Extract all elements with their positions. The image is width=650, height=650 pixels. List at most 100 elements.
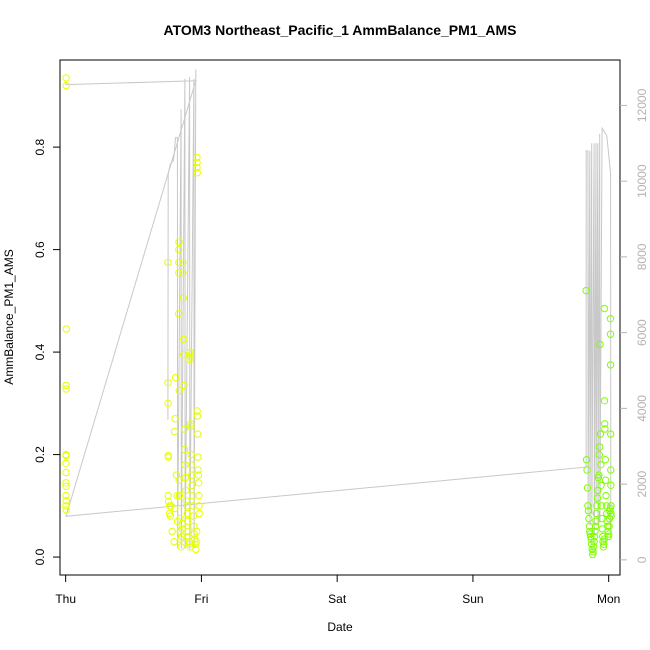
data-point xyxy=(193,169,202,177)
data-point xyxy=(595,450,603,459)
x-axis-label: Date xyxy=(327,620,353,634)
data-point xyxy=(601,425,609,433)
data-point xyxy=(62,479,70,487)
y2-tick-label: 0 xyxy=(635,556,649,563)
series-line-segment xyxy=(167,69,197,549)
data-point xyxy=(180,445,189,454)
data-point xyxy=(582,456,591,464)
data-point xyxy=(170,427,179,436)
data-point xyxy=(193,407,201,415)
data-point xyxy=(585,514,593,523)
data-point xyxy=(166,512,175,520)
data-point xyxy=(173,491,181,500)
data-point xyxy=(589,548,597,556)
data-point xyxy=(170,538,178,546)
data-point xyxy=(180,335,188,343)
data-point xyxy=(597,481,605,489)
data-point xyxy=(584,507,593,515)
data-point xyxy=(171,374,180,382)
data-point xyxy=(600,540,608,548)
data-point xyxy=(589,550,597,559)
y-axis-label: AmmBalance_PM1_AMS xyxy=(2,249,16,384)
data-point xyxy=(194,466,202,474)
data-point xyxy=(600,304,609,313)
y2-tick-label: 12000 xyxy=(635,88,649,122)
data-point xyxy=(175,491,184,500)
plot-frame xyxy=(59,59,621,576)
data-point xyxy=(182,497,191,505)
data-point xyxy=(593,494,602,502)
data-point xyxy=(192,545,200,554)
data-point xyxy=(164,399,172,407)
data-point xyxy=(582,286,590,295)
data-point xyxy=(606,315,615,323)
data-point xyxy=(597,502,606,510)
data-point xyxy=(604,532,612,541)
data-point xyxy=(175,258,183,267)
data-point xyxy=(175,476,183,484)
y2-tick-label: 6000 xyxy=(635,319,649,346)
data-point xyxy=(187,461,195,469)
data-point xyxy=(62,506,70,514)
data-point xyxy=(175,245,183,254)
data-point xyxy=(587,532,595,541)
data-point xyxy=(171,504,179,513)
x-tick-label: Sun xyxy=(462,592,483,606)
data-point xyxy=(62,502,70,510)
data-point xyxy=(583,466,591,474)
data-point xyxy=(186,348,195,356)
data-point xyxy=(195,491,203,500)
data-point xyxy=(62,482,70,490)
data-point xyxy=(62,468,70,477)
data-point xyxy=(194,471,203,479)
data-point xyxy=(591,522,600,530)
data-point xyxy=(595,471,603,479)
data-point xyxy=(193,412,202,420)
data-point xyxy=(175,310,183,318)
data-point xyxy=(62,497,70,505)
data-point xyxy=(187,450,195,459)
data-point xyxy=(184,517,192,525)
y2-tick-label: 4000 xyxy=(635,395,649,422)
data-point xyxy=(186,353,195,361)
data-point xyxy=(596,443,604,451)
plot-area: Thu Fri Sat Sun Mon 0.0 0.2 0.4 0.6 0.8 0 2000 4000 6… xyxy=(33,59,649,606)
data-point xyxy=(193,158,201,167)
data-point xyxy=(183,509,192,518)
data-point xyxy=(606,361,615,369)
data-point xyxy=(179,258,187,267)
data-point xyxy=(194,479,203,487)
data-point xyxy=(600,397,609,405)
data-point xyxy=(62,81,70,90)
data-point xyxy=(594,486,602,495)
data-point xyxy=(184,527,192,536)
y-tick-label: 0.0 xyxy=(33,548,47,565)
data-point xyxy=(607,509,615,518)
data-point xyxy=(194,430,202,438)
data-point xyxy=(596,430,605,438)
data-point xyxy=(179,294,188,302)
data-point xyxy=(62,325,71,333)
data-point xyxy=(62,385,70,393)
data-point xyxy=(164,379,172,387)
data-point xyxy=(177,543,185,551)
data-point xyxy=(605,522,613,530)
data-point xyxy=(179,351,188,359)
data-point xyxy=(591,527,599,536)
y-tick-label: 0.4 xyxy=(33,343,47,360)
y2-tick-label: 10000 xyxy=(635,164,649,198)
data-point xyxy=(584,502,592,510)
data-point xyxy=(193,163,201,172)
data-point xyxy=(602,502,611,510)
y-tick-label: 0.6 xyxy=(33,241,47,258)
data-point xyxy=(601,420,609,428)
data-point xyxy=(605,530,613,538)
data-point xyxy=(181,473,190,482)
data-point xyxy=(590,532,599,541)
data-point xyxy=(194,453,202,461)
data-point xyxy=(193,153,201,162)
data-point xyxy=(607,481,615,489)
data-point xyxy=(168,527,176,536)
data-point xyxy=(179,269,187,277)
